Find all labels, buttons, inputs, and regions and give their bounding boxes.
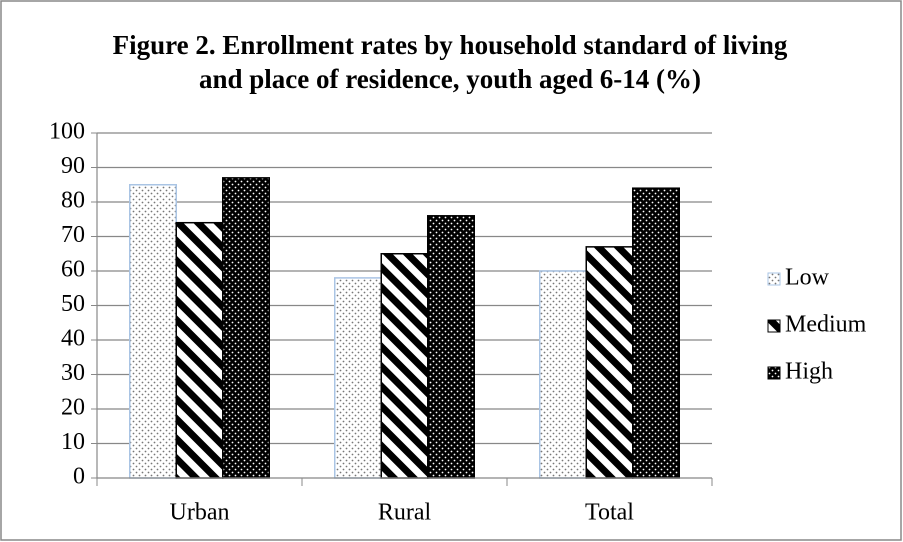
bar xyxy=(222,177,270,479)
bars xyxy=(129,177,680,479)
axes: 0 10 20 30 40 50 60 70 80 90 100 Urban Rural Total xyxy=(49,119,713,526)
x-tick-label: Urban xyxy=(170,500,230,526)
legend-swatch xyxy=(767,366,781,380)
y-tick-label: 40 xyxy=(61,326,85,352)
y-tick-label: 20 xyxy=(61,395,85,421)
y-tick-label: 50 xyxy=(61,291,85,317)
legend-label: Low xyxy=(785,265,830,291)
bar xyxy=(539,270,587,479)
y-tick-label: 30 xyxy=(61,360,85,386)
y-tick-label: 60 xyxy=(61,257,85,283)
bar xyxy=(175,221,224,479)
bar xyxy=(380,253,429,479)
y-tick-label: 80 xyxy=(61,188,85,214)
bar xyxy=(129,184,177,479)
y-tick-label: 100 xyxy=(49,119,85,145)
legend-swatch xyxy=(767,319,781,333)
bar xyxy=(632,187,680,479)
bar xyxy=(427,215,475,479)
legend: Low Medium High xyxy=(767,265,867,385)
legend-label: High xyxy=(785,359,833,385)
bar xyxy=(585,246,634,479)
y-tick-label: 70 xyxy=(61,222,85,248)
x-tick-label: Rural xyxy=(378,500,432,526)
bar xyxy=(334,277,382,479)
x-tick-label: Total xyxy=(585,500,634,526)
y-tick-label: 10 xyxy=(61,429,85,455)
legend-label: Medium xyxy=(785,312,867,338)
chart-title: Figure 2. Enrollment rates by household … xyxy=(112,30,788,94)
legend-swatch xyxy=(767,272,781,286)
y-tick-label: 0 xyxy=(73,464,85,490)
y-tick-label: 90 xyxy=(61,153,85,179)
